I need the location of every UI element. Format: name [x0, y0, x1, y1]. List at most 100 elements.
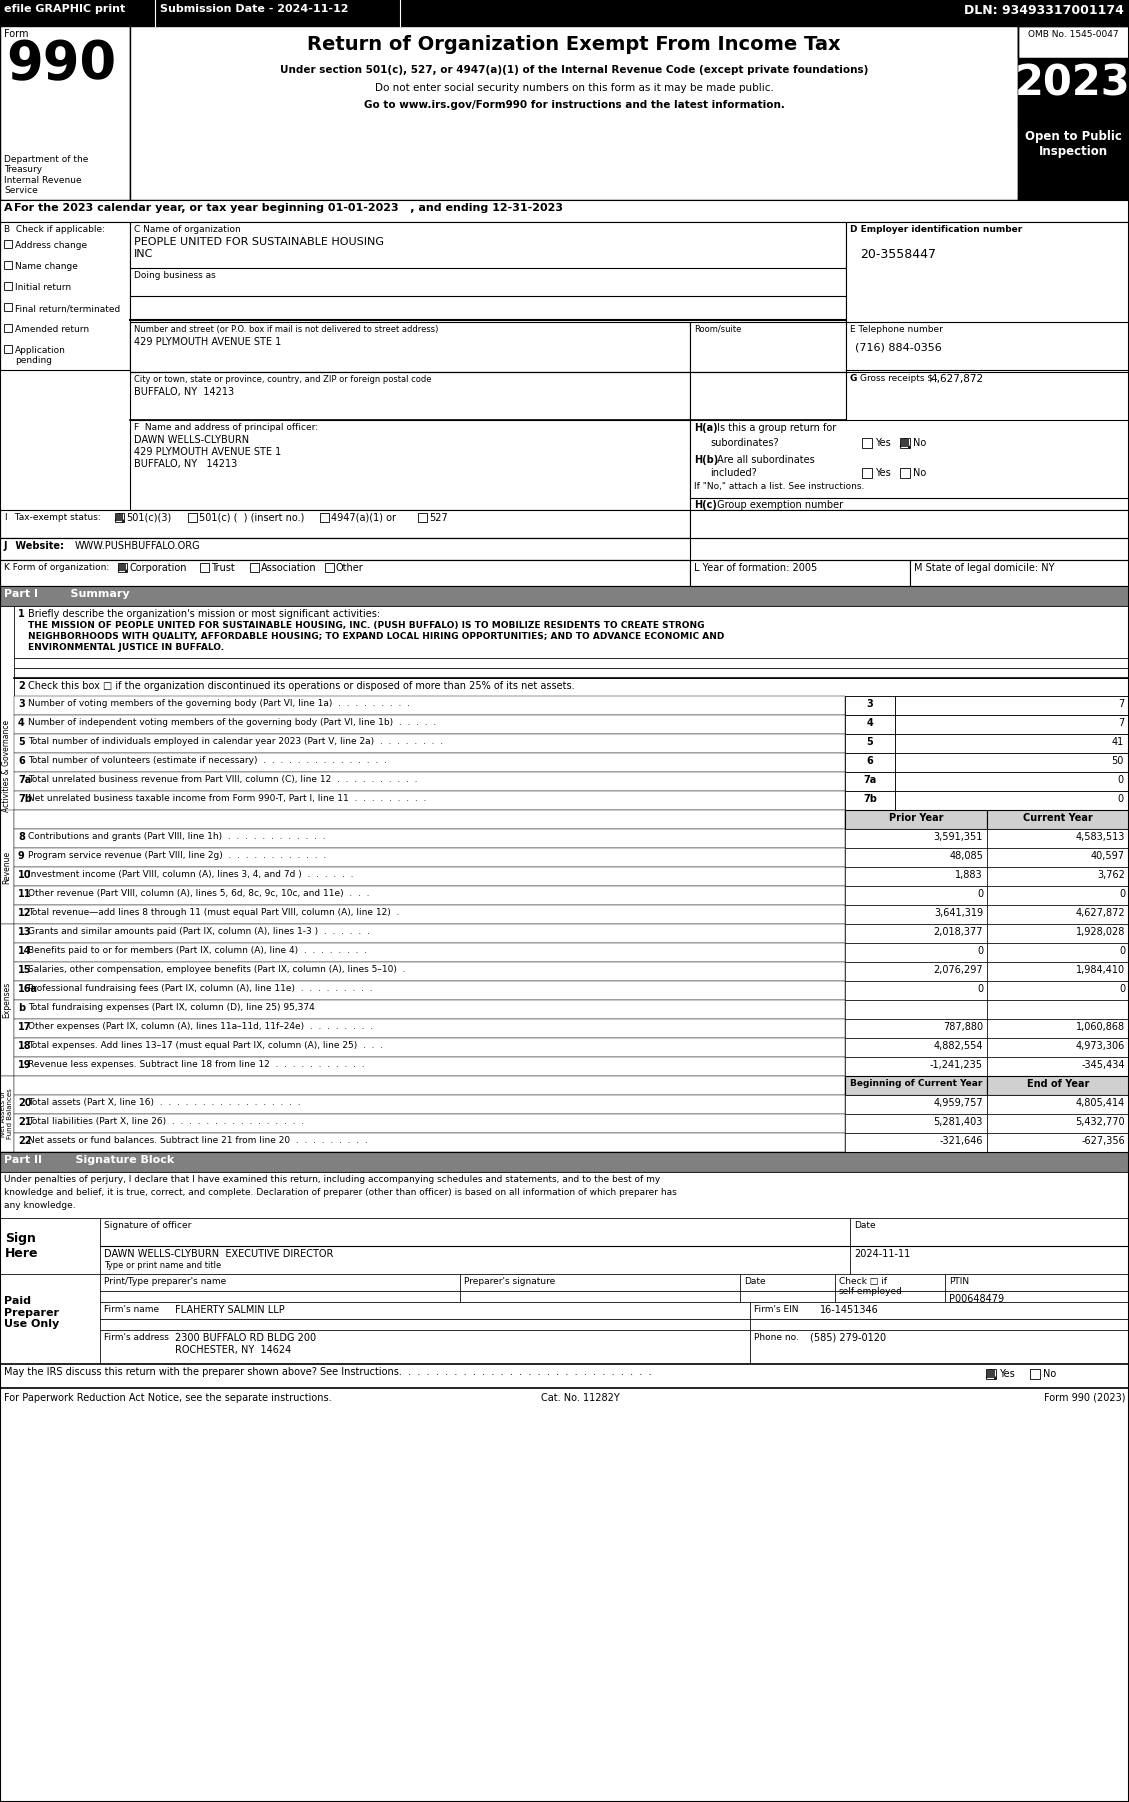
Bar — [0, 560, 690, 586]
Text: H(c): H(c) — [694, 499, 717, 510]
Text: 40,597: 40,597 — [1091, 851, 1124, 861]
Bar — [750, 1330, 1129, 1364]
Bar — [844, 942, 987, 962]
Text: BUFFALO, NY  14213: BUFFALO, NY 14213 — [134, 387, 234, 396]
Bar — [844, 811, 987, 829]
Text: Trust: Trust — [211, 562, 235, 573]
Bar — [130, 222, 846, 369]
Text: If "No," attach a list. See instructions.: If "No," attach a list. See instructions… — [694, 481, 865, 490]
Text: DAWN WELLS-CLYBURN: DAWN WELLS-CLYBURN — [134, 434, 250, 445]
Bar — [0, 200, 1129, 222]
Text: 0: 0 — [977, 984, 983, 995]
Bar — [0, 1151, 1129, 1171]
Text: 2024-11-11: 2024-11-11 — [854, 1249, 910, 1260]
Text: No: No — [913, 438, 926, 449]
Bar — [130, 420, 690, 510]
Text: Grants and similar amounts paid (Part IX, column (A), lines 1-3 )  .  .  .  .  .: Grants and similar amounts paid (Part IX… — [28, 926, 370, 935]
Bar — [844, 1133, 987, 1151]
Bar — [987, 849, 1129, 867]
Text: 4,627,872: 4,627,872 — [1076, 908, 1124, 917]
Bar — [5, 344, 12, 353]
Text: 4,583,513: 4,583,513 — [1076, 833, 1124, 842]
Bar — [14, 1038, 844, 1058]
Text: 501(c) (  ) (insert no.): 501(c) ( ) (insert no.) — [199, 514, 305, 523]
Text: K Form of organization:: K Form of organization: — [5, 562, 110, 571]
Text: Activities & Governance: Activities & Governance — [2, 721, 11, 813]
Bar — [0, 0, 1129, 25]
Text: 4,973,306: 4,973,306 — [1076, 1042, 1124, 1051]
Bar — [14, 887, 844, 905]
Text: E Telephone number: E Telephone number — [850, 324, 943, 333]
Bar — [1018, 58, 1129, 121]
Bar — [100, 1330, 750, 1364]
Text: 3: 3 — [867, 699, 874, 708]
Bar — [987, 1133, 1129, 1151]
Text: 3,591,351: 3,591,351 — [934, 833, 983, 842]
Bar — [844, 791, 895, 811]
Text: L Year of formation: 2005: L Year of formation: 2005 — [694, 562, 817, 573]
Text: Summary: Summary — [55, 589, 130, 598]
Text: Final return/terminated: Final return/terminated — [15, 305, 121, 314]
Text: Part II: Part II — [5, 1155, 42, 1166]
Bar — [1018, 25, 1129, 58]
Bar — [844, 753, 895, 771]
Text: 787,880: 787,880 — [943, 1022, 983, 1033]
Text: Sign
Here: Sign Here — [5, 1233, 38, 1260]
Text: Other revenue (Part VIII, column (A), lines 5, 6d, 8c, 9c, 10c, and 11e)  .  .  : Other revenue (Part VIII, column (A), li… — [28, 888, 369, 897]
Bar — [100, 1303, 750, 1330]
Text: 19: 19 — [18, 1060, 32, 1070]
Text: Net unrelated business taxable income from Form 990-T, Part I, line 11  .  .  . : Net unrelated business taxable income fr… — [28, 795, 427, 804]
Bar — [987, 1076, 1129, 1096]
Text: May the IRS discuss this return with the preparer shown above? See Instructions.: May the IRS discuss this return with the… — [5, 1368, 651, 1377]
Text: Number of independent voting members of the governing body (Part VI, line 1b)  .: Number of independent voting members of … — [28, 717, 436, 726]
Text: 1,060,868: 1,060,868 — [1076, 1022, 1124, 1033]
Bar — [987, 924, 1129, 942]
Text: 10: 10 — [18, 870, 32, 879]
Text: 0: 0 — [1119, 888, 1124, 899]
Bar — [14, 1133, 844, 1151]
Bar — [14, 867, 844, 887]
Bar — [690, 560, 910, 586]
Text: Open to Public
Inspection: Open to Public Inspection — [1024, 130, 1121, 159]
Bar — [910, 560, 1129, 586]
Text: Net assets or fund balances. Subtract line 21 from line 20  .  .  .  .  .  .  . : Net assets or fund balances. Subtract li… — [28, 1135, 368, 1144]
Text: Revenue: Revenue — [2, 851, 11, 883]
Bar — [987, 1000, 1129, 1018]
Text: 5,432,770: 5,432,770 — [1076, 1117, 1124, 1126]
Text: DAWN WELLS-CLYBURN  EXECUTIVE DIRECTOR: DAWN WELLS-CLYBURN EXECUTIVE DIRECTOR — [104, 1249, 333, 1260]
Bar — [895, 791, 1129, 811]
Bar — [0, 605, 14, 926]
Text: b: b — [18, 1004, 25, 1013]
Bar — [116, 514, 123, 521]
Bar — [14, 1018, 844, 1038]
Bar — [14, 771, 844, 791]
Text: Corporation: Corporation — [129, 562, 186, 573]
Bar — [846, 222, 1129, 369]
Bar — [14, 733, 844, 753]
Bar — [901, 440, 909, 447]
Text: Current Year: Current Year — [1023, 813, 1093, 824]
Text: I: I — [5, 514, 7, 523]
Text: Check this box □ if the organization discontinued its operations or disposed of : Check this box □ if the organization dis… — [28, 681, 575, 690]
Bar — [14, 1000, 844, 1018]
Text: 4,959,757: 4,959,757 — [934, 1097, 983, 1108]
Text: Form: Form — [5, 29, 28, 40]
Bar — [844, 829, 987, 849]
Bar — [14, 678, 1129, 696]
Text: J: J — [5, 541, 8, 551]
Bar — [863, 438, 872, 449]
Bar — [0, 1364, 1129, 1388]
Text: Prior Year: Prior Year — [889, 813, 943, 824]
Bar — [844, 1038, 987, 1058]
Text: 9: 9 — [18, 851, 25, 861]
Bar — [987, 811, 1129, 829]
Text: Is this a group return for: Is this a group return for — [714, 423, 837, 432]
Text: Name change: Name change — [15, 261, 78, 270]
Text: 17: 17 — [18, 1022, 32, 1033]
Text: Form 990 (2023): Form 990 (2023) — [1043, 1393, 1124, 1404]
Text: Preparer's signature: Preparer's signature — [464, 1278, 555, 1287]
Bar — [844, 924, 987, 942]
Bar — [250, 562, 259, 571]
Bar — [987, 867, 1129, 887]
Text: 4947(a)(1) or: 4947(a)(1) or — [331, 514, 396, 523]
